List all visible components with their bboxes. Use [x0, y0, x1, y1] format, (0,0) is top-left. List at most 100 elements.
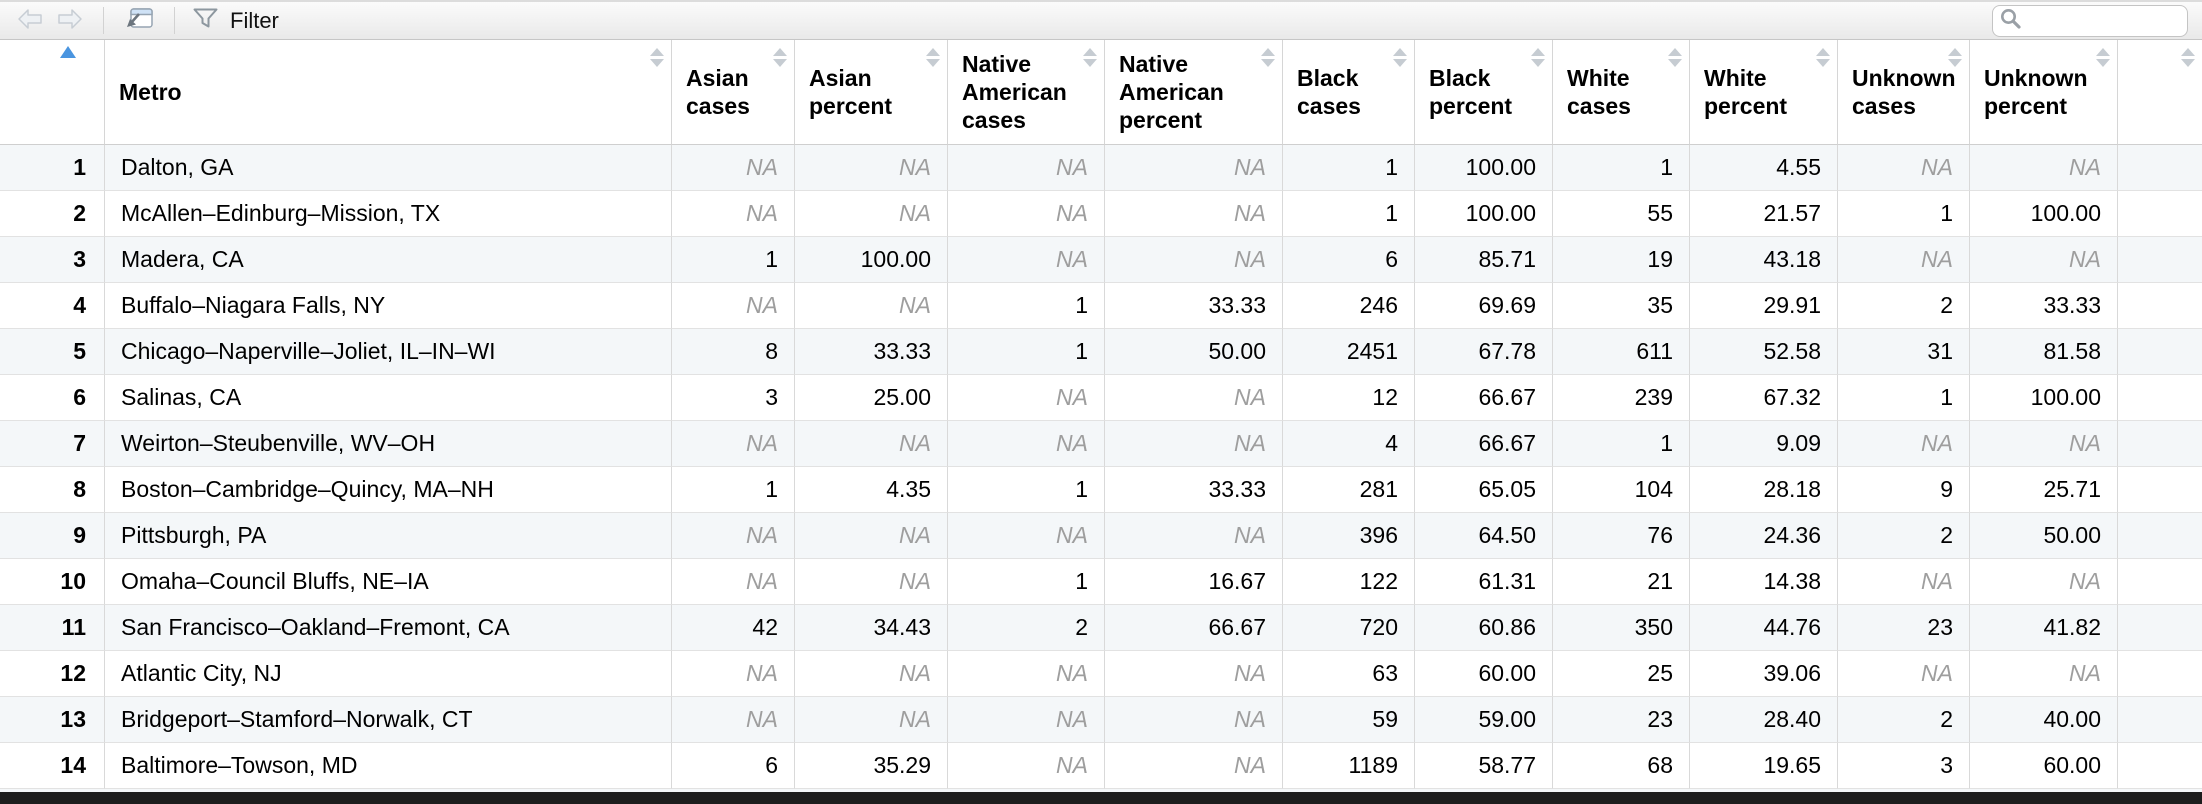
cell-white-cases: 350 [1553, 605, 1690, 651]
forward-arrow-icon [56, 7, 84, 34]
cell-metro: Madera, CA [105, 237, 672, 283]
cell-metro: Atlantic City, NJ [105, 651, 672, 697]
column-header-metro[interactable]: Metro [105, 40, 672, 145]
cell-filler [2118, 375, 2202, 421]
cell-unknown-cases: NA [1838, 421, 1970, 467]
sort-toggle-icon [1948, 48, 1962, 67]
column-header-white-percent[interactable]: White percent [1690, 40, 1838, 145]
cell-filler [2118, 237, 2202, 283]
cell-metro: Omaha–Council Bluffs, NE–IA [105, 559, 672, 605]
cell-metro: Dalton, GA [105, 145, 672, 191]
cell-unknown-cases: 1 [1838, 191, 1970, 237]
cell-native-american-percent: 66.67 [1105, 605, 1283, 651]
cell-unknown-cases: 9 [1838, 467, 1970, 513]
row-number: 6 [0, 375, 105, 421]
cell-native-american-percent: NA [1105, 375, 1283, 421]
cell-white-cases: 1 [1553, 145, 1690, 191]
sort-toggle-icon [1261, 48, 1275, 67]
cell-unknown-cases: 2 [1838, 697, 1970, 743]
cell-black-cases: 281 [1283, 467, 1415, 513]
column-header-filler[interactable] [2118, 40, 2202, 145]
table-row: 1 Dalton, GA NA NA NA NA 1 100.00 1 4.55 NA NA [0, 145, 2202, 191]
sort-toggle-icon [1816, 48, 1830, 67]
cell-white-cases: 611 [1553, 329, 1690, 375]
column-header-unknown-cases[interactable]: Unknown cases [1838, 40, 1970, 145]
cell-white-cases: 76 [1553, 513, 1690, 559]
cell-unknown-percent: 40.00 [1970, 697, 2118, 743]
column-header-asian-percent[interactable]: Asian percent [795, 40, 948, 145]
column-header-asian-cases[interactable]: Asian cases [672, 40, 795, 145]
cell-black-percent: 100.00 [1415, 191, 1553, 237]
cell-metro: McAllen–Edinburg–Mission, TX [105, 191, 672, 237]
cell-asian-percent: NA [795, 651, 948, 697]
cell-white-cases: 55 [1553, 191, 1690, 237]
cell-unknown-cases: NA [1838, 237, 1970, 283]
cell-black-cases: 12 [1283, 375, 1415, 421]
search-input[interactable] [2022, 9, 2181, 32]
cell-asian-cases: NA [672, 283, 795, 329]
column-header-native-american-percent[interactable]: Native American percent [1105, 40, 1283, 145]
cell-white-percent: 39.06 [1690, 651, 1838, 697]
cell-black-percent: 65.05 [1415, 467, 1553, 513]
row-number: 5 [0, 329, 105, 375]
row-number: 4 [0, 283, 105, 329]
cell-black-percent: 69.69 [1415, 283, 1553, 329]
cell-asian-cases: 3 [672, 375, 795, 421]
cell-native-american-cases: 1 [948, 329, 1105, 375]
cell-unknown-percent: 33.33 [1970, 283, 2118, 329]
column-header-black-percent[interactable]: Black percent [1415, 40, 1553, 145]
cell-black-cases: 720 [1283, 605, 1415, 651]
cell-metro: Bridgeport–Stamford–Norwalk, CT [105, 697, 672, 743]
cell-asian-cases: 1 [672, 237, 795, 283]
cell-metro: Weirton–Steubenville, WV–OH [105, 421, 672, 467]
cell-white-percent: 67.32 [1690, 375, 1838, 421]
cell-asian-cases: 8 [672, 329, 795, 375]
cell-native-american-cases: NA [948, 421, 1105, 467]
cell-native-american-cases: NA [948, 191, 1105, 237]
cell-native-american-cases: NA [948, 375, 1105, 421]
cell-native-american-percent: 33.33 [1105, 283, 1283, 329]
cell-white-cases: 19 [1553, 237, 1690, 283]
table-row: 12 Atlantic City, NJ NA NA NA NA 63 60.00 25 39.0… [0, 651, 2202, 697]
cell-native-american-percent: NA [1105, 651, 1283, 697]
column-header-native-american-cases[interactable]: Native American cases [948, 40, 1105, 145]
column-header-white-cases[interactable]: White cases [1553, 40, 1690, 145]
toolbar-separator [103, 7, 104, 34]
cell-unknown-cases: 31 [1838, 329, 1970, 375]
column-header-black-cases[interactable]: Black cases [1283, 40, 1415, 145]
cell-asian-cases: NA [672, 697, 795, 743]
cell-white-cases: 239 [1553, 375, 1690, 421]
table-row: 14 Baltimore–Towson, MD 6 35.29 NA NA 1189 58.7… [0, 743, 2202, 789]
sort-toggle-icon [1393, 48, 1407, 67]
column-header-rownum[interactable] [0, 40, 105, 145]
back-button[interactable] [10, 7, 50, 34]
cell-native-american-cases: 2 [948, 605, 1105, 651]
cell-white-percent: 28.18 [1690, 467, 1838, 513]
cell-asian-percent: 4.35 [795, 467, 948, 513]
cell-unknown-percent: NA [1970, 421, 2118, 467]
cell-filler [2118, 145, 2202, 191]
cell-white-percent: 4.55 [1690, 145, 1838, 191]
row-number: 13 [0, 697, 105, 743]
cell-white-cases: 1 [1553, 421, 1690, 467]
cell-filler [2118, 513, 2202, 559]
filter-button[interactable]: Filter [188, 6, 283, 36]
table-row: 10 Omaha–Council Bluffs, NE–IA NA NA 1 16.67 1… [0, 559, 2202, 605]
cell-metro: Pittsburgh, PA [105, 513, 672, 559]
cell-native-american-cases: 1 [948, 283, 1105, 329]
cell-native-american-cases: 1 [948, 467, 1105, 513]
cell-white-percent: 52.58 [1690, 329, 1838, 375]
cell-native-american-percent: NA [1105, 697, 1283, 743]
cell-unknown-percent: 81.58 [1970, 329, 2118, 375]
open-in-new-window-button[interactable] [117, 6, 161, 36]
cell-unknown-cases: 3 [1838, 743, 1970, 789]
column-label: Unknown percent [1984, 64, 2088, 119]
cell-native-american-percent: NA [1105, 513, 1283, 559]
column-header-unknown-percent[interactable]: Unknown percent [1970, 40, 2118, 145]
forward-button[interactable] [50, 7, 90, 34]
cell-unknown-percent: NA [1970, 237, 2118, 283]
sort-toggle-icon [1083, 48, 1097, 67]
table-row: 3 Madera, CA 1 100.00 NA NA 6 85.71 19 43.18 NA NA [0, 237, 2202, 283]
cell-metro: Salinas, CA [105, 375, 672, 421]
cell-unknown-percent: 100.00 [1970, 191, 2118, 237]
